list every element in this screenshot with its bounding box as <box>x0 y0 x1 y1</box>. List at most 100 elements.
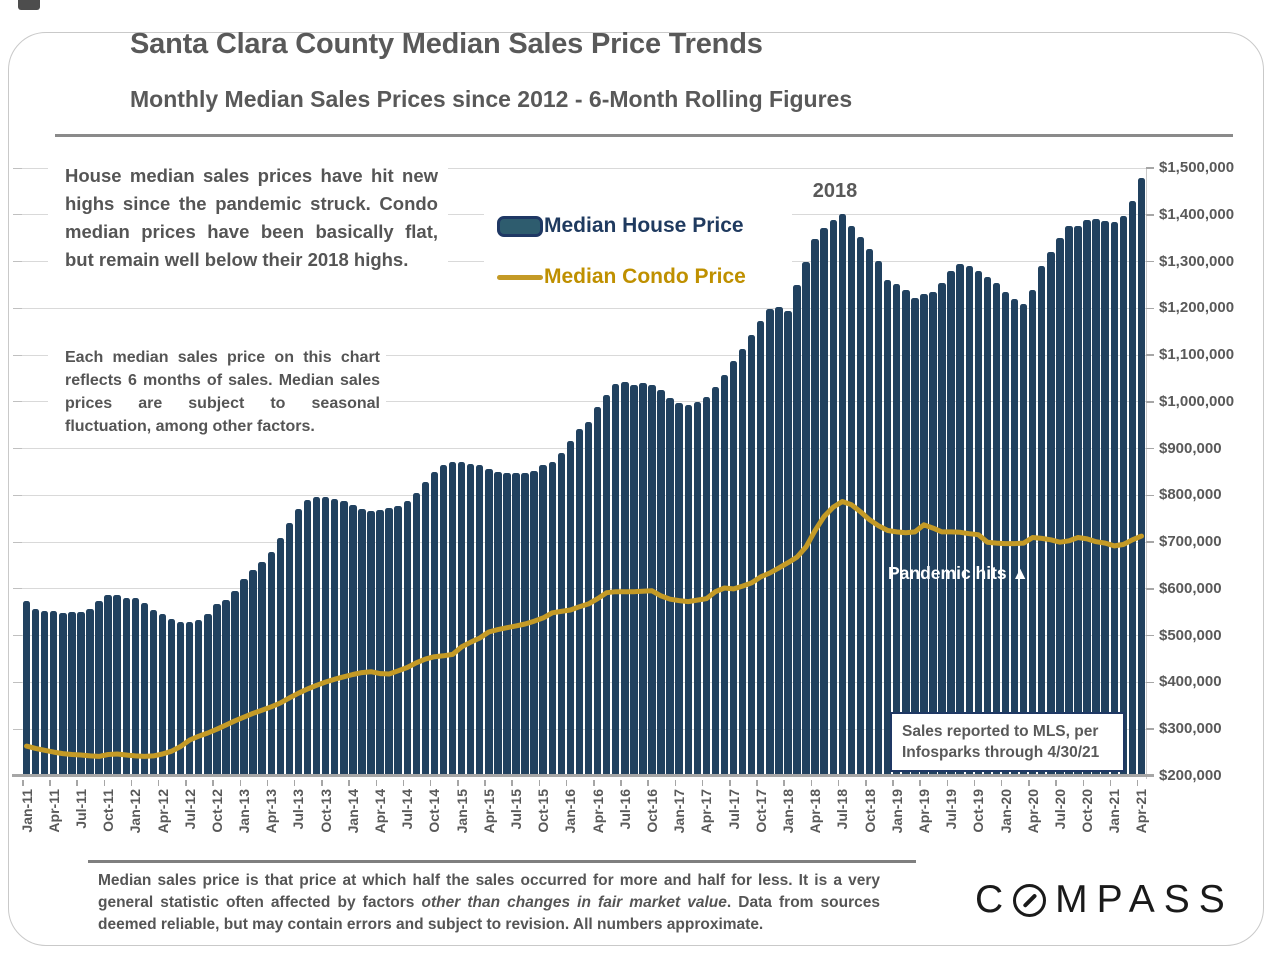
y-axis-left-tick <box>13 167 22 169</box>
house-price-bar <box>947 271 955 776</box>
y-axis-left-tick <box>13 307 22 309</box>
chart-gridline <box>22 167 1146 169</box>
x-axis-tick <box>892 780 894 786</box>
y-axis-tick <box>1146 541 1154 543</box>
chart-gridline <box>22 541 1146 543</box>
legend-condo-swatch <box>497 274 543 280</box>
chart-gridline <box>22 728 1146 730</box>
x-axis-label: Jul-15 <box>508 789 525 830</box>
house-price-bar <box>457 462 466 776</box>
x-axis-tick <box>185 780 187 786</box>
house-price-bar <box>956 264 964 776</box>
x-axis-label: Oct-15 <box>535 789 552 833</box>
y-axis-left-tick <box>13 681 22 683</box>
house-price-bar <box>403 500 411 776</box>
house-price-bar <box>820 228 828 776</box>
x-axis-label: Oct-16 <box>643 789 660 833</box>
house-price-bar <box>267 552 275 776</box>
house-price-bar <box>294 509 303 776</box>
legend-house-row: Median House Price <box>497 214 782 238</box>
house-price-bar <box>158 613 167 776</box>
footer-divider <box>88 860 916 863</box>
house-price-bar <box>1074 225 1082 776</box>
chart-gridline <box>22 635 1146 637</box>
x-axis-label: Jan-11 <box>18 789 35 833</box>
house-price-bar <box>466 463 475 776</box>
house-price-bar <box>40 611 49 776</box>
price-chart: $200,000 $300,000 $400,000 $500,000 $600,000… <box>12 159 1234 833</box>
y-axis-label: $900,000 <box>1159 439 1222 457</box>
house-price-bar <box>1019 303 1028 776</box>
house-price-bar <box>747 335 756 776</box>
house-price-bar <box>983 276 992 776</box>
house-price-bar <box>1137 178 1146 776</box>
x-axis-tick <box>973 780 976 786</box>
annotation-pandemic: Pandemic hits ▲ <box>888 563 1029 584</box>
y-axis-label: $700,000 <box>1159 533 1222 551</box>
x-axis-label: Oct-12 <box>208 789 225 833</box>
y-axis-label: $1,500,000 <box>1159 159 1235 176</box>
house-price-bar <box>312 496 321 776</box>
top-left-cropped-element <box>18 0 40 10</box>
footer-part3: . Data from sources deemed reliable, but… <box>98 894 881 933</box>
house-price-bar <box>367 510 375 776</box>
house-price-bar <box>639 383 647 776</box>
x-axis-label: Apr-15 <box>480 789 497 834</box>
x-axis-tick <box>865 780 867 786</box>
note-methodology: Each median sales price on this chart re… <box>48 342 386 446</box>
house-price-bar <box>485 468 493 776</box>
house-price-bar <box>276 538 285 776</box>
house-price-bar <box>167 618 176 776</box>
house-price-bar <box>321 496 330 776</box>
house-price-bar <box>430 472 439 776</box>
house-price-bar <box>131 597 140 776</box>
chart-gridline <box>22 307 1146 309</box>
house-price-bar <box>204 613 212 776</box>
chart-gridline <box>22 448 1146 450</box>
x-axis-tick <box>701 780 704 786</box>
x-axis-label: Oct-13 <box>317 789 334 833</box>
house-price-bar <box>838 213 847 776</box>
house-price-bar <box>1065 226 1073 776</box>
legend-house-label: Median House Price <box>544 214 744 237</box>
x-axis-tick <box>49 780 51 786</box>
house-price-bar <box>213 603 221 776</box>
footer-part1: Median sales price is that price at whic… <box>98 872 880 911</box>
x-axis-tick <box>1082 780 1085 786</box>
x-axis-label: Jul-18 <box>834 789 851 830</box>
footer-italic: other than changes in fair market value <box>421 894 727 911</box>
y-axis-left-tick <box>13 448 22 450</box>
x-axis-label: Jul-16 <box>616 789 633 830</box>
x-axis-tick <box>212 780 214 786</box>
house-price-bar <box>711 386 720 776</box>
x-axis-tick <box>511 780 513 786</box>
chart-gridline <box>22 494 1146 496</box>
house-price-bar <box>829 219 837 776</box>
house-price-bar <box>539 465 547 776</box>
y-axis-tick <box>1146 167 1154 169</box>
x-axis-tick <box>375 780 378 786</box>
x-axis-label: Jan-20 <box>997 789 1014 834</box>
y-axis-tick <box>1146 447 1154 450</box>
x-axis-tick <box>919 780 921 786</box>
house-price-bar <box>1001 292 1010 776</box>
y-axis-label: $600,000 <box>1159 579 1222 597</box>
y-axis-label: $500,000 <box>1159 626 1222 644</box>
y-axis-label: $200,000 <box>1159 767 1222 784</box>
house-price-bar <box>285 522 294 776</box>
x-axis-label: Apr-19 <box>915 789 932 834</box>
x-axis-tick <box>429 780 432 786</box>
house-price-bar <box>965 266 973 776</box>
x-axis-label: Oct-18 <box>861 789 878 833</box>
x-axis-label: Apr-12 <box>154 789 171 834</box>
x-axis-tick <box>946 780 949 786</box>
y-axis-label: $1,300,000 <box>1159 252 1235 270</box>
house-price-bar <box>666 398 674 776</box>
x-axis-label: Oct-14 <box>426 789 443 833</box>
x-axis-label: Jul-13 <box>290 789 307 830</box>
house-price-bar <box>793 285 801 776</box>
house-price-bar <box>766 309 774 776</box>
x-axis-tick <box>1028 780 1030 786</box>
pandemic-triangle-icon: ▲ <box>1011 563 1029 583</box>
x-axis-label: Apr-17 <box>698 789 715 834</box>
